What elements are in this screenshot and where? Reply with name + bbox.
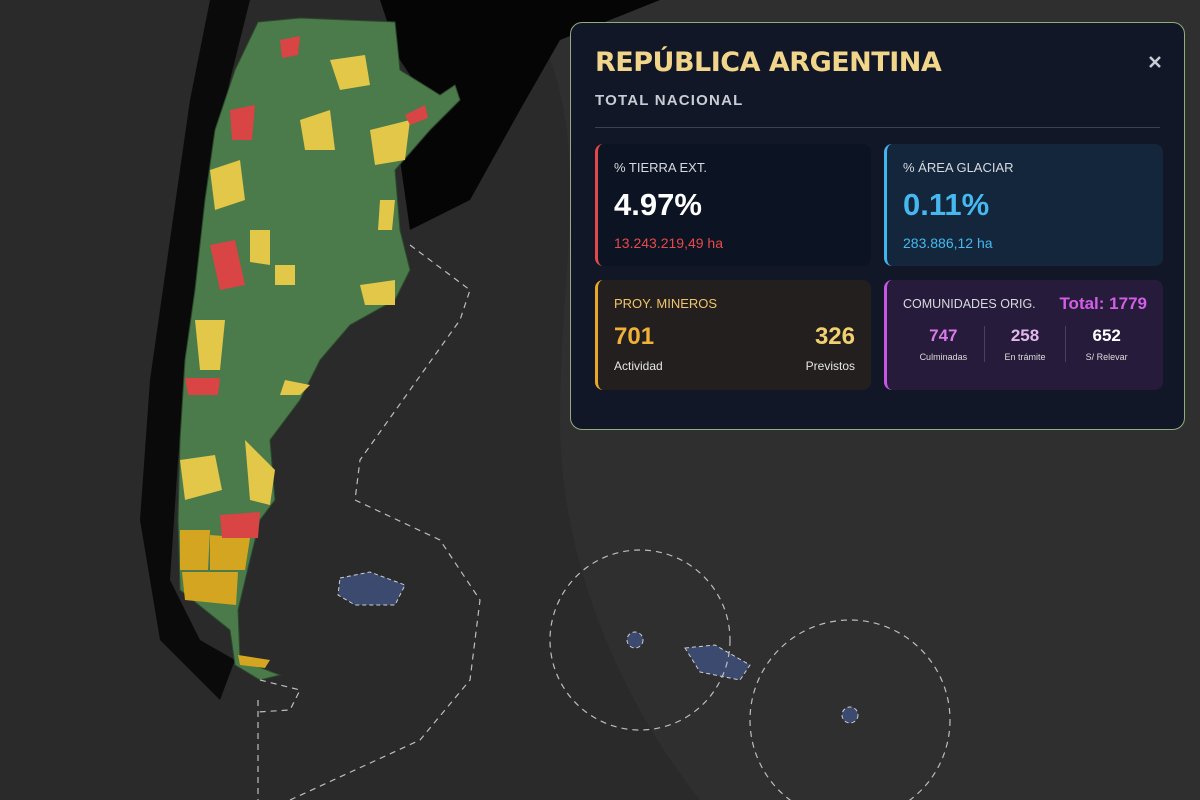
- stat-value: 258: [1010, 326, 1040, 345]
- cards: % TIERRA EXT. 4.97% 13.243.219,49 ha % Á…: [595, 144, 1163, 390]
- stat-label: S/ Relevar: [1085, 352, 1128, 362]
- card-label: % TIERRA EXT.: [614, 160, 707, 175]
- provinces-yellow: [180, 55, 410, 505]
- stat-label: Actividad: [614, 359, 663, 373]
- panel-title: REPÚBLICA ARGENTINA: [595, 47, 942, 78]
- info-panel: REPÚBLICA ARGENTINA TOTAL NACIONAL % TIE…: [570, 22, 1185, 430]
- card-label: COMUNIDADES ORIG.: [903, 297, 1036, 311]
- provinces-orange: [180, 530, 270, 668]
- stats-row: 747 Culminadas 258 En trámite 652 S/ Releva…: [903, 326, 1147, 362]
- islands: [337, 571, 859, 724]
- stat-label: Previstos: [805, 359, 855, 373]
- separator: [595, 127, 1160, 128]
- card-detail: 13.243.219,49 ha: [614, 235, 723, 251]
- card-total: Total: 1779: [1059, 294, 1147, 313]
- stat: 652 S/ Relevar: [1065, 326, 1147, 362]
- neighbors: [200, 0, 660, 230]
- panel-subtitle: TOTAL NACIONAL: [595, 92, 744, 109]
- stat: 701 Actividad: [614, 323, 663, 373]
- close-button[interactable]: [1148, 55, 1162, 69]
- card-mineros: PROY. MINEROS 701 Actividad 326 Previstos: [595, 280, 871, 390]
- card-value: 0.11%: [903, 187, 990, 222]
- card-head: COMUNIDADES ORIG. Total: 1779: [903, 294, 1147, 314]
- stat-value: 701: [614, 323, 655, 350]
- card-glaciar: % ÁREA GLACIAR 0.11% 283.886,12 ha: [884, 144, 1163, 266]
- maritime-limits: [257, 244, 951, 800]
- card-label: % ÁREA GLACIAR: [903, 160, 1014, 175]
- stats-row: 701 Actividad 326 Previstos: [614, 323, 855, 373]
- stat-label: Culminadas: [919, 352, 968, 362]
- card-label: PROY. MINEROS: [614, 296, 718, 311]
- card-detail: 283.886,12 ha: [903, 235, 993, 251]
- stat-label: En trámite: [1004, 352, 1046, 362]
- stat-value: 326: [814, 323, 855, 350]
- provinces-red: [185, 36, 428, 538]
- stat-value: 747: [929, 326, 958, 345]
- stat-value: 652: [1092, 326, 1121, 345]
- card-tierra: % TIERRA EXT. 4.97% 13.243.219,49 ha: [595, 144, 871, 266]
- stat: 747 Culminadas: [903, 326, 984, 362]
- chile: [140, 0, 250, 700]
- card-value: 4.97%: [614, 187, 702, 222]
- card-comunidades: COMUNIDADES ORIG. Total: 1779 747 Culmina…: [884, 280, 1163, 390]
- stat: 258 En trámite: [983, 326, 1066, 362]
- stat: 326 Previstos: [806, 323, 855, 373]
